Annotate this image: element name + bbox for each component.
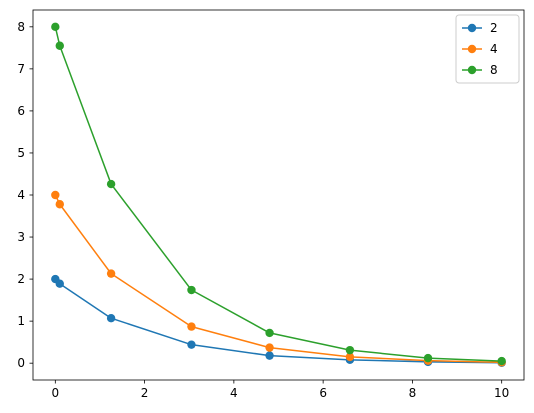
series-line (54, 278, 502, 364)
data-point (497, 356, 506, 366)
data-point (106, 313, 116, 323)
legend-label: 2 (490, 21, 498, 35)
x-tick-label: 6 (319, 386, 327, 400)
data-point (55, 41, 64, 50)
legend-item-2: 2 (462, 21, 498, 35)
data-point (55, 200, 64, 209)
data-point (106, 179, 116, 189)
data-point (187, 322, 196, 331)
data-point (345, 345, 355, 355)
data-point (55, 279, 64, 288)
y-tick-label: 6 (17, 104, 25, 118)
series-line (54, 194, 502, 364)
data-point (51, 190, 60, 200)
data-point (187, 285, 196, 295)
y-tick-label: 3 (17, 230, 25, 244)
y-tick-label: 8 (17, 20, 25, 34)
series-line (54, 26, 502, 362)
y-tick-label: 5 (17, 146, 25, 160)
y-tick-label: 1 (17, 314, 25, 328)
y-axis: 0 1 2 3 4 5 6 7 8 (17, 20, 33, 370)
x-tick-label: 0 (51, 386, 59, 400)
legend-item-8: 8 (462, 63, 498, 77)
series-8 (51, 22, 506, 366)
x-tick-label: 4 (230, 386, 238, 400)
data-point (345, 352, 355, 362)
legend-label: 4 (490, 42, 498, 56)
data-point (187, 340, 196, 349)
y-tick-label: 2 (17, 272, 25, 286)
legend: 2 4 8 (455, 14, 520, 84)
data-point (265, 343, 274, 352)
x-tick-label: 10 (494, 386, 509, 400)
data-point (51, 22, 60, 32)
legend-label: 8 (490, 63, 498, 77)
legend-marker (467, 65, 477, 75)
y-tick-label: 0 (17, 356, 25, 370)
legend-marker (467, 44, 477, 54)
y-tick-label: 4 (17, 188, 25, 202)
legend-marker (467, 23, 477, 33)
series-layer (51, 22, 506, 367)
data-point (265, 328, 274, 338)
x-axis: 0 2 4 6 8 10 (51, 380, 509, 400)
x-tick-label: 2 (141, 386, 149, 400)
plot-area (32, 9, 525, 381)
data-point (265, 351, 274, 360)
x-tick-label: 8 (409, 386, 417, 400)
data-point (106, 269, 116, 278)
y-tick-label: 7 (17, 62, 25, 76)
legend-item-4: 4 (462, 42, 498, 56)
data-point (423, 353, 433, 363)
